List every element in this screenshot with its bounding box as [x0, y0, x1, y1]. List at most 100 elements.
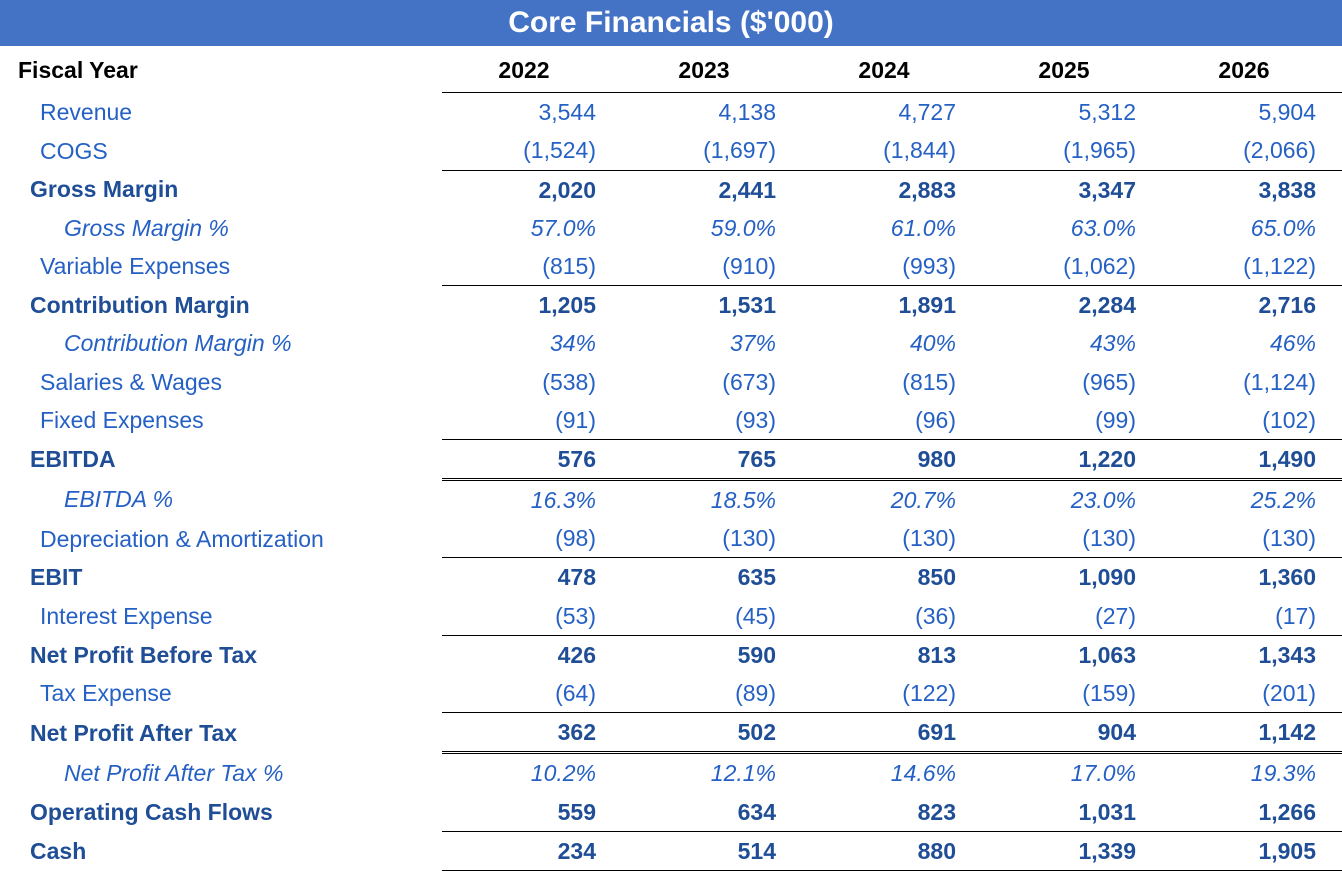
table-row: Variable Expenses(815)(910)(993)(1,062)(…	[0, 247, 1342, 286]
row-label: Contribution Margin	[0, 286, 442, 325]
table-title: Core Financials ($'000)	[0, 0, 1342, 48]
cell-value: (1,524)	[442, 131, 622, 170]
row-label: Net Profit Before Tax	[0, 635, 442, 674]
cell-value: 3,544	[442, 93, 622, 132]
cell-value: 5,312	[982, 93, 1162, 132]
cell-value: 2,284	[982, 286, 1162, 325]
cell-value: (815)	[442, 247, 622, 286]
cell-value: (17)	[1162, 597, 1342, 636]
cell-value: 4,727	[802, 93, 982, 132]
row-label: Gross Margin %	[0, 209, 442, 247]
cell-value: 40%	[802, 324, 982, 362]
cell-value: 1,142	[1162, 713, 1342, 753]
cell-value: (130)	[622, 519, 802, 558]
cell-value: 20.7%	[802, 480, 982, 520]
cell-value: 4,138	[622, 93, 802, 132]
cell-value: 590	[622, 635, 802, 674]
cell-value: 1,360	[1162, 558, 1342, 597]
cell-value: (89)	[622, 674, 802, 713]
cell-value: 904	[982, 713, 1162, 753]
cell-value: 478	[442, 558, 622, 597]
cell-value: (36)	[802, 597, 982, 636]
cell-value: 2,883	[802, 170, 982, 209]
cell-value: 19.3%	[1162, 753, 1342, 793]
table-row: Net Profit After Tax3625026919041,142	[0, 713, 1342, 753]
cell-value: (130)	[1162, 519, 1342, 558]
table-row: Contribution Margin %34%37%40%43%46%	[0, 324, 1342, 362]
cell-value: 234	[442, 831, 622, 870]
cell-value: 765	[622, 439, 802, 479]
table-row: Fixed Expenses(91)(93)(96)(99)(102)	[0, 401, 1342, 440]
row-label: Revenue	[0, 93, 442, 132]
cell-value: (1,965)	[982, 131, 1162, 170]
cell-value: 65.0%	[1162, 209, 1342, 247]
row-label: Cash	[0, 831, 442, 870]
table-row: Gross Margin %57.0%59.0%61.0%63.0%65.0%	[0, 209, 1342, 247]
header-label: Fiscal Year	[0, 48, 442, 93]
table-row: Cash2345148801,3391,905	[0, 831, 1342, 870]
cell-value: (1,697)	[622, 131, 802, 170]
cell-value: (91)	[442, 401, 622, 440]
row-label: Variable Expenses	[0, 247, 442, 286]
cell-value: 25.2%	[1162, 480, 1342, 520]
cell-value: 1,343	[1162, 635, 1342, 674]
cell-value: (27)	[982, 597, 1162, 636]
cell-value: 1,063	[982, 635, 1162, 674]
table-row: COGS(1,524)(1,697)(1,844)(1,965)(2,066)	[0, 131, 1342, 170]
row-label: Contribution Margin %	[0, 324, 442, 362]
cell-value: (130)	[802, 519, 982, 558]
cell-value: 823	[802, 793, 982, 832]
table-row: Operating Cash Flows5596348231,0311,266	[0, 793, 1342, 832]
cell-value: (1,124)	[1162, 363, 1342, 401]
cell-value: 34%	[442, 324, 622, 362]
cell-value: 634	[622, 793, 802, 832]
cell-value: 1,531	[622, 286, 802, 325]
cell-value: (673)	[622, 363, 802, 401]
cell-value: (1,062)	[982, 247, 1162, 286]
cell-value: (201)	[1162, 674, 1342, 713]
year-header: 2025	[982, 48, 1162, 93]
table-row: EBIT4786358501,0901,360	[0, 558, 1342, 597]
row-label: Net Profit After Tax	[0, 713, 442, 753]
cell-value: 1,205	[442, 286, 622, 325]
cell-value: 61.0%	[802, 209, 982, 247]
cell-value: 16.3%	[442, 480, 622, 520]
table-row: Net Profit Before Tax4265908131,0631,343	[0, 635, 1342, 674]
cell-value: (1,844)	[802, 131, 982, 170]
cell-value: 880	[802, 831, 982, 870]
cell-value: 1,339	[982, 831, 1162, 870]
cell-value: 514	[622, 831, 802, 870]
cell-value: 502	[622, 713, 802, 753]
cell-value: (159)	[982, 674, 1162, 713]
cell-value: (93)	[622, 401, 802, 440]
cell-value: (815)	[802, 363, 982, 401]
cell-value: 12.1%	[622, 753, 802, 793]
cell-value: 10.2%	[442, 753, 622, 793]
header-row: Fiscal Year 2022 2023 2024 2025 2026	[0, 48, 1342, 93]
cell-value: 2,020	[442, 170, 622, 209]
row-label: COGS	[0, 131, 442, 170]
row-label: Salaries & Wages	[0, 363, 442, 401]
cell-value: (122)	[802, 674, 982, 713]
cell-value: 813	[802, 635, 982, 674]
table-row: Net Profit After Tax %10.2%12.1%14.6%17.…	[0, 753, 1342, 793]
cell-value: 23.0%	[982, 480, 1162, 520]
table-body: Revenue3,5444,1384,7275,3125,904COGS(1,5…	[0, 93, 1342, 871]
cell-value: 37%	[622, 324, 802, 362]
cell-value: (1,122)	[1162, 247, 1342, 286]
row-label: Fixed Expenses	[0, 401, 442, 440]
table-row: Tax Expense(64)(89)(122)(159)(201)	[0, 674, 1342, 713]
row-label: Depreciation & Amortization	[0, 519, 442, 558]
cell-value: 691	[802, 713, 982, 753]
cell-value: (102)	[1162, 401, 1342, 440]
cell-value: 3,838	[1162, 170, 1342, 209]
cell-value: 18.5%	[622, 480, 802, 520]
cell-value: 46%	[1162, 324, 1342, 362]
cell-value: 576	[442, 439, 622, 479]
cell-value: 43%	[982, 324, 1162, 362]
cell-value: (993)	[802, 247, 982, 286]
table-row: Interest Expense(53)(45)(36)(27)(17)	[0, 597, 1342, 636]
cell-value: (2,066)	[1162, 131, 1342, 170]
cell-value: (965)	[982, 363, 1162, 401]
cell-value: 2,441	[622, 170, 802, 209]
